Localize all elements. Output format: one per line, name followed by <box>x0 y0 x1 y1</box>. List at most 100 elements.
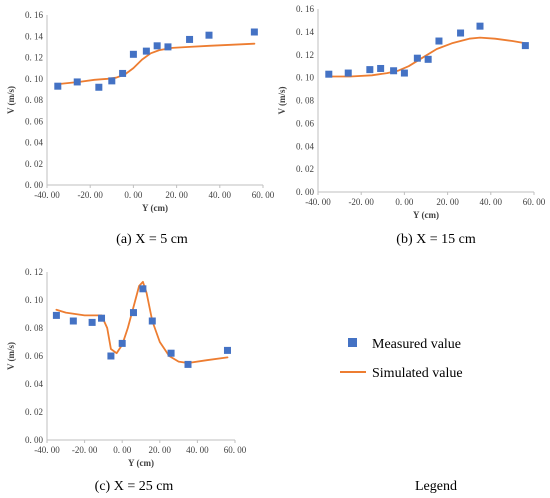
panel-b-measured-point <box>476 22 484 30</box>
panel-a-y-tick-label: 0. 00 <box>25 180 44 190</box>
panel-c-y-axis-title: V (m/s) <box>6 342 16 370</box>
panel-b-x-tick-label: -20. 00 <box>348 197 374 207</box>
panel-a-x-tick-label: -20. 00 <box>77 190 103 200</box>
panel-a-y-tick-label: 0. 02 <box>25 159 43 169</box>
panel-b-measured-point <box>344 69 352 77</box>
panel-a-measured-point <box>153 42 161 50</box>
panel-c-x-tick-label: -20. 00 <box>72 445 98 455</box>
panel-c-y-tick-label: 0. 08 <box>25 323 44 333</box>
panel-c-measured-point <box>148 317 156 325</box>
panel-b-measured-point <box>435 37 443 45</box>
panel-b-measured-point <box>377 64 385 72</box>
panel-c-x-tick-label: 40. 00 <box>186 445 209 455</box>
panel-a-x-tick-label: 0. 00 <box>124 190 143 200</box>
panel-a-y-tick-label: 0. 04 <box>25 138 44 148</box>
panel-a-y-tick-label: 0. 06 <box>25 116 44 126</box>
panel-a-y-tick-label: 0. 08 <box>25 95 44 105</box>
panel-a-measured-point <box>73 78 81 86</box>
panel-b-simulated-line <box>327 36 527 78</box>
panel-b-measured-point <box>424 55 432 63</box>
panel-b-measured-point <box>457 29 465 37</box>
panel-b-x-tick-label: 0. 00 <box>395 197 414 207</box>
panel-b-y-tick-label: 0. 04 <box>296 141 315 151</box>
panel-b-y-tick-label: 0. 00 <box>296 187 315 197</box>
panel-b-y-tick-label: 0. 08 <box>296 96 315 106</box>
panel-c-measured-point <box>88 318 96 326</box>
panel-c-x-tick-label: 60. 00 <box>224 445 247 455</box>
panel-a-y-tick-label: 0. 16 <box>25 10 44 20</box>
panel-c-simulated-line <box>55 280 229 364</box>
panel-a-measured-point <box>54 82 62 90</box>
panel-c-measured-point <box>52 311 60 319</box>
caption-b: (b) X = 15 cm <box>396 232 476 247</box>
panel-c-x-axis-title: Y (cm) <box>128 458 154 468</box>
panel-c-y-tick-label: 0. 00 <box>25 435 44 445</box>
legend-caption: Legend <box>415 479 457 494</box>
panel-c-measured-point <box>98 314 106 322</box>
panel-c-x-tick-label: 20. 00 <box>149 445 172 455</box>
panel-b-y-tick-label: 0. 10 <box>296 73 315 83</box>
panel-a-measured-point <box>164 43 172 51</box>
panel-c-measured-point <box>167 349 175 357</box>
panel-c-y-tick-label: 0. 06 <box>25 351 44 361</box>
panel-b-y-tick-label: 0. 16 <box>296 4 315 14</box>
legend-measured-marker <box>348 338 357 347</box>
panel-a-x-tick-label: 40. 00 <box>209 190 232 200</box>
panel-b-chart: 0. 00 0. 02 0. 04 0. 06 0. 08 0. 10 0. 12 0. 14… <box>277 4 546 220</box>
panel-a-x-tick-label: 20. 00 <box>165 190 188 200</box>
panel-c-measured-point <box>184 360 192 368</box>
panel-b-y-tick-label: 0. 06 <box>296 118 315 128</box>
panel-b-y-axis-title: V (m/s) <box>277 86 287 114</box>
panel-c-x-tick-label: 0. 00 <box>113 445 132 455</box>
panel-b-x-tick-label: 20. 00 <box>436 197 459 207</box>
panel-b-y-tick-label: 0. 12 <box>296 50 314 60</box>
panel-a-simulated-line <box>56 42 256 85</box>
panel-c-chart: 0. 00 0. 02 0. 04 0. 06 0. 08 0. 10 0. 12 -40. … <box>6 267 247 468</box>
legend-measured-label: Measured value <box>372 337 461 352</box>
panel-a-chart: 0. 00 0. 02 0. 04 0. 06 0. 08 0. 10 0. 12 0. 14… <box>6 10 275 213</box>
panel-b-y-tick-label: 0. 14 <box>296 27 315 37</box>
panel-a-x-tick-label: -40. 00 <box>34 190 60 200</box>
panel-c-measured-point <box>129 309 137 317</box>
panel-a-y-tick-label: 0. 10 <box>25 74 44 84</box>
panel-b-measured-point <box>390 67 398 75</box>
panel-a-x-tick-label: 60. 00 <box>252 190 275 200</box>
panel-c-measured-point <box>223 346 231 354</box>
panel-a-y-tick-label: 0. 12 <box>25 53 43 63</box>
panel-b-measured-point <box>325 70 333 78</box>
panel-c-measured-point <box>69 317 77 325</box>
panel-a-measured-point <box>205 31 213 39</box>
panel-c-measured-point <box>139 285 147 293</box>
legend: Measured value Simulated value Legend <box>340 337 463 494</box>
panel-a-measured-point <box>129 50 137 58</box>
panel-b-measured-point <box>366 66 374 74</box>
panel-b-measured-point <box>413 54 421 62</box>
panel-a-y-tick-label: 0. 14 <box>25 31 44 41</box>
panel-c-y-tick-label: 0. 04 <box>25 379 44 389</box>
panel-b-x-tick-label: 60. 00 <box>523 197 546 207</box>
caption-a: (a) X = 5 cm <box>116 232 188 247</box>
panel-c-y-tick-label: 0. 12 <box>25 267 43 277</box>
panel-a-measured-point <box>186 35 194 43</box>
panel-a-measured-point <box>95 83 103 91</box>
panel-b-x-axis-title: Y (cm) <box>413 210 439 220</box>
panel-b-measured-point <box>400 69 408 77</box>
legend-simulated-label: Simulated value <box>372 366 463 381</box>
panel-b-x-tick-label: 40. 00 <box>480 197 503 207</box>
panel-b-y-tick-label: 0. 02 <box>296 164 314 174</box>
panel-c-y-tick-label: 0. 10 <box>25 295 44 305</box>
panel-a-measured-point <box>108 77 116 85</box>
panel-a-y-axis-title: V (m/s) <box>6 86 16 114</box>
panel-a-x-axis-title: Y (cm) <box>142 203 168 213</box>
panel-a-measured-point <box>142 47 150 55</box>
panel-b-measured-point <box>521 42 529 50</box>
caption-c: (c) X = 25 cm <box>95 479 174 494</box>
panel-c-y-tick-label: 0. 02 <box>25 407 43 417</box>
panel-c-measured-point <box>118 339 126 347</box>
panel-c-x-tick-label: -40. 00 <box>34 445 60 455</box>
panel-a-measured-point <box>250 28 258 36</box>
panel-a-measured-point <box>119 69 127 77</box>
panel-c-measured-point <box>107 352 115 360</box>
panel-b-x-tick-label: -40. 00 <box>305 197 331 207</box>
